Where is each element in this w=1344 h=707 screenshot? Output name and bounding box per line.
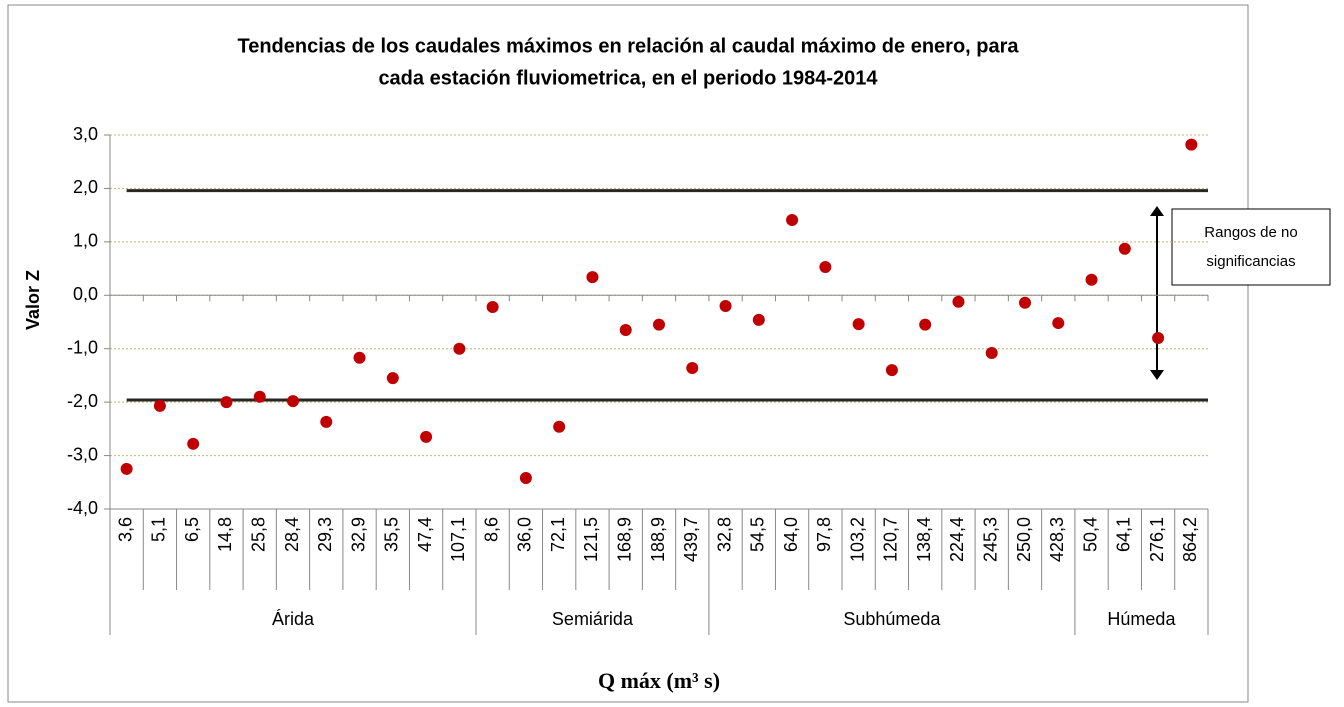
x-tick-label: 29,3 <box>315 517 335 552</box>
x-tick-label: 3,6 <box>115 517 135 542</box>
x-tick-label: 107,1 <box>448 517 468 562</box>
point <box>952 295 965 308</box>
point <box>486 301 499 314</box>
point <box>752 313 765 326</box>
x-tick-label: 864,2 <box>1180 517 1200 562</box>
annotation: significancias <box>1206 253 1295 270</box>
y-axis-label: Valor Z <box>23 270 43 330</box>
point <box>985 346 998 359</box>
point <box>320 415 333 428</box>
y-tick-label: -1,0 <box>67 337 98 357</box>
point <box>1152 332 1165 345</box>
point <box>919 318 932 331</box>
y-tick-label: 0,0 <box>73 284 98 304</box>
x-axis-label: Q máx (m³ s) <box>598 668 720 693</box>
group-label: Subhúmeda <box>843 609 941 629</box>
x-tick-label: 5,1 <box>149 517 169 542</box>
x-tick-label: 121,5 <box>581 517 601 562</box>
point <box>153 399 166 412</box>
point <box>187 437 200 450</box>
x-tick-label: 64,1 <box>1114 517 1134 552</box>
x-tick-label: 188,9 <box>648 517 668 562</box>
x-tick-label: 54,5 <box>748 517 768 552</box>
point <box>420 430 433 443</box>
x-tick-label: 250,0 <box>1014 517 1034 562</box>
y-tick-label: -3,0 <box>67 444 98 464</box>
x-tick-label: 224,4 <box>947 517 967 562</box>
point <box>287 395 299 408</box>
x-tick-label: 25,8 <box>248 517 268 552</box>
x-tick-label: 6,5 <box>182 517 202 542</box>
x-tick-label: 64,0 <box>781 517 801 552</box>
point <box>719 299 732 312</box>
x-tick-label: 35,5 <box>382 517 402 552</box>
group-label: Árida <box>272 609 315 629</box>
x-tick-label: 245,3 <box>980 517 1000 562</box>
x-tick-label: 32,8 <box>714 517 734 552</box>
point <box>819 260 832 273</box>
x-tick-label: 439,7 <box>681 517 701 562</box>
point <box>253 390 266 403</box>
y-tick-label: 2,0 <box>73 177 98 197</box>
group-label: Semiárida <box>552 609 634 629</box>
point <box>1118 242 1131 255</box>
point <box>553 420 566 433</box>
x-tick-label: 138,4 <box>914 517 934 562</box>
point <box>1052 317 1065 330</box>
point <box>386 372 399 385</box>
x-tick-label: 120,7 <box>881 517 901 562</box>
x-tick-label: 72,1 <box>548 517 568 552</box>
y-tick-label: 3,0 <box>73 124 98 144</box>
point <box>786 213 799 226</box>
point <box>519 472 532 485</box>
point <box>885 364 898 377</box>
point <box>653 318 665 331</box>
x-tick-label: 50,4 <box>1080 517 1100 552</box>
annotation-box <box>1171 208 1331 286</box>
point <box>453 342 466 355</box>
point <box>586 271 599 284</box>
x-tick-label: 103,2 <box>847 517 867 562</box>
chart-title: cada estación fluviometrica, en el perio… <box>378 67 878 89</box>
point <box>1185 138 1198 151</box>
point <box>1085 273 1098 286</box>
x-tick-label: 276,1 <box>1147 517 1167 562</box>
point <box>120 462 133 475</box>
x-tick-label: 8,6 <box>481 517 501 542</box>
chart-border <box>7 4 1249 703</box>
x-tick-label: 97,8 <box>814 517 834 552</box>
chart-title: Tendencias de los caudales máximos en re… <box>237 35 1019 57</box>
group-label: Húmeda <box>1107 609 1176 629</box>
x-tick-label: 168,9 <box>614 517 634 562</box>
annotation: Rangos de no <box>1204 224 1297 241</box>
x-tick-label: 28,4 <box>282 517 302 552</box>
point <box>1019 296 1031 309</box>
y-tick-label: -2,0 <box>67 391 98 411</box>
y-tick-label: -4,0 <box>67 498 98 518</box>
point <box>619 324 632 337</box>
x-tick-label: 428,3 <box>1047 517 1067 562</box>
y-tick-label: 1,0 <box>73 231 98 251</box>
point <box>686 361 699 374</box>
x-tick-label: 14,8 <box>215 517 235 552</box>
point <box>353 351 366 364</box>
x-tick-label: 36,0 <box>515 517 535 552</box>
point <box>852 318 865 331</box>
point <box>220 396 233 409</box>
x-tick-label: 32,9 <box>348 517 368 552</box>
x-tick-label: 47,4 <box>415 517 435 552</box>
